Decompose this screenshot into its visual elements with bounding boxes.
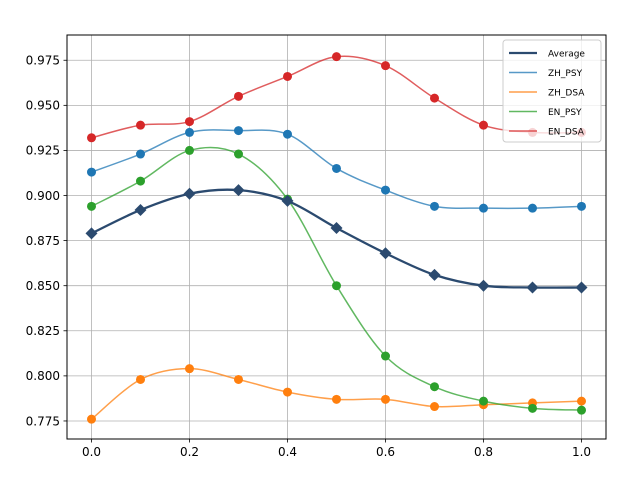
data-point (87, 167, 96, 177)
data-point (575, 281, 588, 294)
data-point (136, 120, 145, 130)
data-point (479, 396, 488, 406)
data-point (283, 387, 292, 397)
data-point (87, 201, 96, 211)
y-tick-label: 0.775 (26, 414, 60, 428)
data-point (185, 127, 194, 137)
y-tick-label: 0.950 (26, 99, 60, 113)
series-average (85, 184, 588, 294)
legend-label-en-dsa: EN_DSA (548, 128, 585, 138)
x-tick-label: 0.6 (376, 445, 395, 459)
data-point (85, 227, 98, 240)
data-point (430, 402, 439, 412)
x-tick-label: 0.8 (474, 445, 493, 459)
data-point (381, 351, 390, 361)
y-tick-label: 0.850 (26, 279, 60, 293)
series-zh-psy (87, 126, 586, 213)
data-point (381, 394, 390, 404)
legend-label-average: Average (548, 50, 585, 60)
data-point (428, 268, 441, 281)
legend: Average ZH_PSY ZH_DSA EN_PSY EN_DSA (502, 39, 602, 143)
data-point (234, 149, 243, 159)
y-axis: 0.775 0.800 0.825 0.850 0.875 0.900 0.925 0.950… (26, 54, 67, 428)
data-point (185, 117, 194, 127)
x-axis: 0.0 0.2 0.4 0.6 0.8 1.0 (82, 439, 591, 459)
data-point (283, 71, 292, 81)
data-point (332, 394, 341, 404)
data-point (234, 91, 243, 101)
y-tick-label: 0.975 (26, 54, 60, 68)
data-point (283, 129, 292, 139)
legend-box (502, 39, 602, 143)
legend-label-zh-dsa: ZH_DSA (548, 89, 585, 99)
data-point (136, 149, 145, 159)
data-point (281, 194, 294, 207)
data-point (528, 403, 537, 413)
x-tick-label: 1.0 (572, 445, 591, 459)
x-tick-label: 0.4 (278, 445, 297, 459)
data-point (577, 201, 586, 211)
data-point (381, 61, 390, 71)
data-point (379, 247, 392, 260)
data-point (479, 203, 488, 213)
legend-label-zh-psy: ZH_PSY (548, 69, 583, 79)
data-point (87, 133, 96, 143)
y-tick-label: 0.875 (26, 234, 60, 248)
data-point (577, 396, 586, 406)
data-point (330, 221, 343, 234)
data-point (477, 279, 490, 292)
data-point (479, 120, 488, 130)
data-point (183, 187, 196, 200)
data-point (332, 281, 341, 291)
data-point (234, 126, 243, 136)
data-point (381, 185, 390, 195)
data-point (234, 374, 243, 384)
data-point (185, 364, 194, 374)
data-point (430, 382, 439, 392)
data-point (528, 203, 537, 213)
data-point (430, 201, 439, 211)
data-point (185, 145, 194, 155)
y-tick-label: 0.900 (26, 189, 60, 203)
data-point (577, 405, 586, 415)
data-point (430, 93, 439, 103)
data-point (332, 163, 341, 173)
data-point (134, 203, 147, 216)
y-tick-label: 0.925 (26, 144, 60, 158)
y-tick-label: 0.800 (26, 369, 60, 383)
data-point (136, 176, 145, 186)
data-point (136, 374, 145, 384)
data-point (332, 52, 341, 62)
x-tick-label: 0.2 (180, 445, 199, 459)
legend-label-en-psy: EN_PSY (548, 108, 582, 118)
x-tick-label: 0.0 (82, 445, 101, 459)
y-tick-label: 0.825 (26, 324, 60, 338)
data-point (232, 184, 245, 197)
series-layer (85, 52, 588, 424)
data-point (87, 414, 96, 424)
series-en-psy (87, 145, 586, 415)
plot-frame (66, 34, 607, 440)
data-point (526, 281, 539, 294)
